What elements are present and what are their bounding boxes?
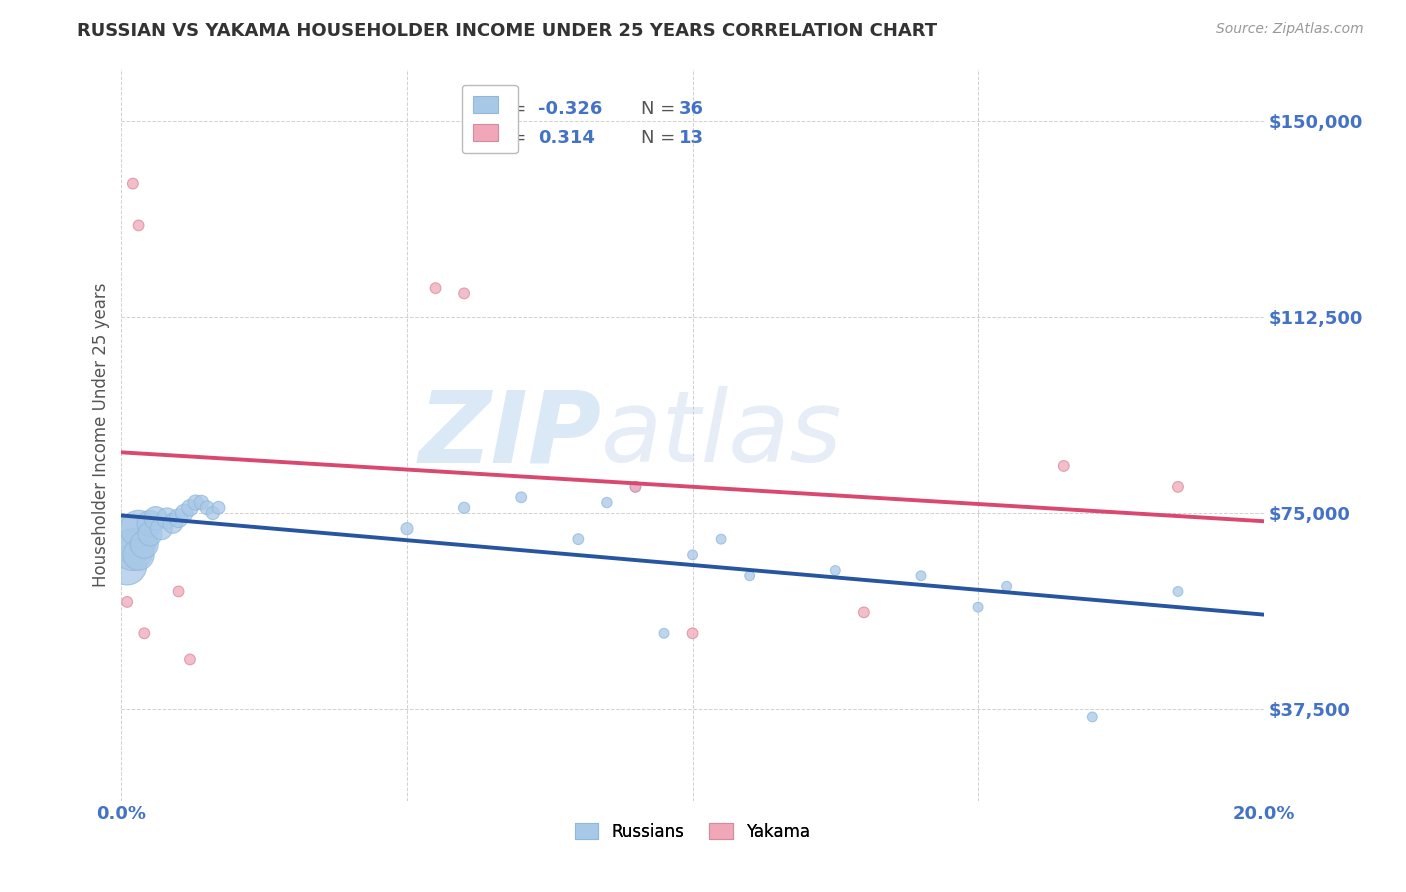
Point [128, 522, 150, 536]
Point [179, 500, 201, 515]
Text: atlas: atlas [602, 386, 842, 483]
Point [967, 600, 990, 615]
Text: R =: R = [492, 129, 531, 147]
Point [1081, 710, 1104, 724]
Point [173, 506, 195, 520]
Point [852, 606, 875, 620]
Point [710, 532, 733, 546]
Point [824, 564, 846, 578]
Point [179, 652, 201, 666]
Text: 13: 13 [679, 129, 704, 147]
Point [134, 626, 156, 640]
Point [145, 511, 167, 525]
Point [115, 595, 138, 609]
Point [167, 584, 190, 599]
Text: 36: 36 [679, 100, 704, 118]
Point [139, 516, 162, 531]
Point [1053, 458, 1076, 473]
Point [207, 500, 229, 515]
Point [596, 495, 619, 509]
Text: 0.314: 0.314 [538, 129, 595, 147]
Text: N =: N = [641, 100, 681, 118]
Point [738, 568, 761, 582]
Point [624, 480, 647, 494]
Text: ZIP: ZIP [418, 386, 602, 483]
Point [682, 548, 704, 562]
Point [910, 568, 932, 582]
Y-axis label: Householder Income Under 25 years: Householder Income Under 25 years [93, 283, 110, 587]
Point [395, 522, 418, 536]
Point [115, 558, 138, 573]
Point [425, 281, 447, 295]
Point [567, 532, 589, 546]
Point [156, 511, 179, 525]
Point [128, 548, 150, 562]
Point [121, 532, 143, 546]
Point [682, 626, 704, 640]
Point [510, 491, 533, 505]
Point [150, 522, 173, 536]
Point [453, 286, 475, 301]
Point [453, 500, 475, 515]
Point [1167, 480, 1189, 494]
Point [995, 579, 1018, 593]
Point [167, 511, 190, 525]
Point [134, 537, 156, 551]
Point [195, 500, 218, 515]
Point [190, 495, 212, 509]
Point [201, 506, 224, 520]
Point [1167, 584, 1189, 599]
Text: RUSSIAN VS YAKAMA HOUSEHOLDER INCOME UNDER 25 YEARS CORRELATION CHART: RUSSIAN VS YAKAMA HOUSEHOLDER INCOME UND… [77, 22, 938, 40]
Point [139, 527, 162, 541]
Legend: Russians, Yakama: Russians, Yakama [568, 816, 817, 847]
Point [128, 219, 150, 233]
Point [624, 480, 647, 494]
Text: N =: N = [641, 129, 681, 147]
Text: R =: R = [492, 100, 531, 118]
Point [121, 177, 143, 191]
Point [184, 495, 207, 509]
Text: -0.326: -0.326 [538, 100, 603, 118]
Point [162, 516, 184, 531]
Text: Source: ZipAtlas.com: Source: ZipAtlas.com [1216, 22, 1364, 37]
Point [652, 626, 675, 640]
Point [121, 542, 143, 557]
